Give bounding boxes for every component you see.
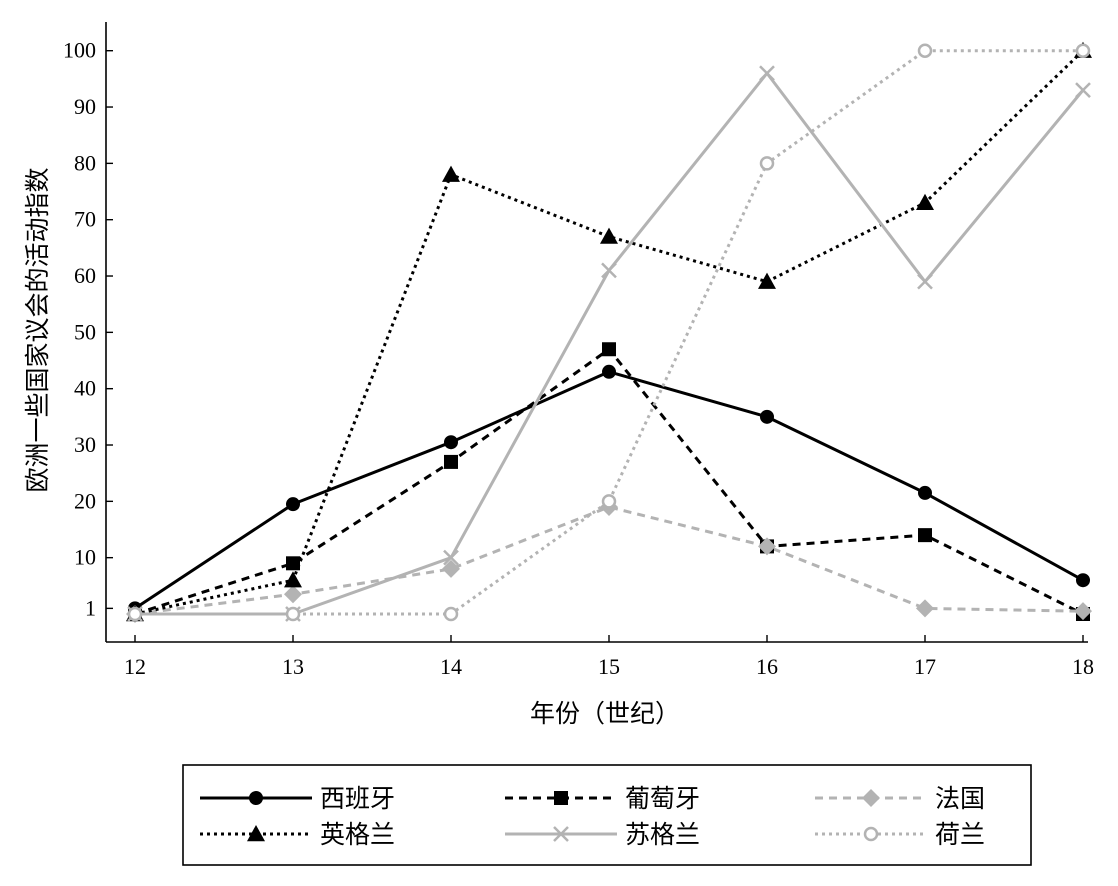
data-point: [759, 156, 775, 171]
data-point: [918, 485, 932, 500]
x-tick-label: 14: [440, 654, 462, 679]
data-point: [442, 559, 460, 578]
data-point: [916, 193, 934, 210]
data-point: [916, 599, 934, 618]
data-point: [286, 497, 300, 512]
y-tick-label: 80: [74, 150, 96, 175]
data-point: [760, 409, 774, 424]
y-axis-title: 欧洲一些国家议会的活动指数: [23, 167, 52, 492]
legend-label-2: 法国: [935, 784, 985, 813]
x-axis-title: 年份（世纪）: [530, 699, 680, 728]
series-line-2: [134, 505, 1084, 616]
y-tick-label: 100: [63, 38, 96, 63]
data-point: [443, 549, 459, 566]
data-point: [444, 435, 458, 450]
legend-marker-3: [247, 825, 265, 842]
data-point: [1074, 602, 1092, 621]
legend-label-0: 西班牙: [320, 784, 395, 813]
data-point: [284, 585, 302, 604]
legend-marker-1: [554, 791, 568, 805]
y-tick-label: 1: [85, 595, 96, 620]
series-line-3: [134, 49, 1085, 616]
y-tick-label: 20: [74, 488, 96, 513]
y-tick-label: 60: [74, 263, 96, 288]
data-point: [1076, 573, 1090, 588]
series-markers-3: [126, 41, 1092, 622]
data-point: [600, 227, 618, 244]
data-point: [917, 273, 933, 290]
series-markers-0: [128, 364, 1090, 616]
data-point: [1075, 82, 1091, 99]
x-tick-label: 15: [598, 654, 620, 679]
y-tick-label: 70: [74, 207, 96, 232]
data-point: [601, 494, 617, 509]
series-line-5: [135, 49, 1083, 616]
data-point: [759, 65, 775, 82]
series-line-0: [134, 370, 1084, 610]
data-point: [917, 43, 933, 58]
series-markers: [126, 41, 1092, 623]
series-markers-1: [128, 342, 1090, 621]
x-tick-label: 16: [756, 654, 778, 679]
series-lines: [134, 49, 1085, 616]
legend-box: [182, 764, 1032, 866]
series-markers-5: [127, 43, 1091, 622]
legend-label-5: 荷兰: [935, 820, 985, 849]
x-tick-label: 18: [1072, 654, 1094, 679]
legend-label-4: 苏格兰: [625, 820, 700, 849]
data-point: [758, 537, 776, 556]
data-point: [602, 364, 616, 379]
data-point: [1075, 43, 1091, 58]
data-point: [601, 262, 617, 279]
data-point: [285, 606, 301, 622]
data-point: [602, 342, 616, 357]
data-point: [284, 571, 302, 588]
legend-marker-4: [553, 826, 569, 842]
data-point: [442, 165, 460, 182]
x-tick-label: 17: [914, 654, 936, 679]
y-tick-label: 50: [74, 319, 96, 344]
x-tick-label: 12: [124, 654, 146, 679]
y-tick-label: 10: [74, 545, 96, 570]
data-point: [918, 528, 932, 543]
legend-label-3: 英格兰: [320, 820, 395, 849]
y-tick-label: 30: [74, 432, 96, 457]
legend-marker-2: [862, 789, 880, 807]
axes: 1 10 20 30 40 50 60 70 80 90 100 12 13 14 15 16 17 18: [63, 22, 1094, 679]
data-point: [286, 556, 300, 571]
y-tick-label: 40: [74, 376, 96, 401]
series-line-1: [134, 347, 1084, 616]
data-point: [127, 606, 143, 622]
data-point: [444, 454, 458, 469]
y-tick-label: 90: [74, 94, 96, 119]
legend-label-1: 葡萄牙: [625, 784, 700, 813]
legend-marker-0: [249, 791, 263, 805]
data-point: [443, 606, 459, 622]
data-point: [758, 272, 776, 289]
legend-marker-5: [863, 826, 879, 842]
series-markers-2: [126, 497, 1092, 623]
x-tick-label: 13: [282, 654, 304, 679]
